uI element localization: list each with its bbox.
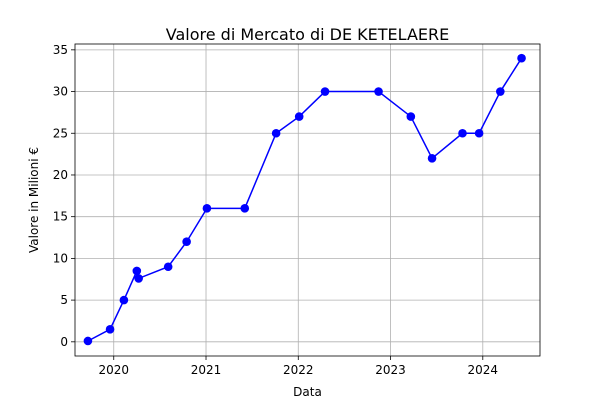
data-point (132, 266, 142, 276)
data-point (163, 262, 173, 272)
y-tick-label: 35 (53, 43, 68, 57)
y-tick-label: 30 (53, 85, 68, 99)
data-point (182, 237, 191, 247)
data-point (134, 274, 143, 283)
x-tick-label: 2022 (283, 363, 314, 377)
y-tick-label: 15 (53, 210, 68, 224)
x-tick-label: 2023 (375, 363, 406, 377)
y-axis: 0 5 10 15 20 25 30 35 (53, 43, 75, 349)
data-point (474, 128, 484, 138)
series-line (87, 57, 523, 342)
x-tick-label: 2024 (468, 363, 499, 377)
data-point (83, 336, 93, 346)
y-tick-label: 5 (60, 293, 68, 307)
data-point (517, 53, 526, 63)
x-tick-label: 2021 (191, 363, 222, 377)
chart-title: Valore di Mercato di DE KETELAERE (166, 25, 449, 44)
data-points (83, 53, 526, 346)
plot-area-frame (74, 43, 541, 357)
data-point (427, 153, 437, 163)
series-line-group (87, 57, 523, 342)
x-tick-label: 2020 (98, 363, 129, 377)
x-axis-label: Data (293, 385, 322, 399)
data-point (294, 112, 304, 121)
data-point (105, 325, 115, 334)
y-tick-label: 10 (53, 251, 68, 265)
data-point (119, 295, 129, 305)
data-point (406, 112, 416, 121)
data-point (320, 87, 330, 96)
y-tick-label: 20 (53, 168, 68, 182)
y-tick-label: 25 (53, 126, 68, 140)
x-axis: 2020 2021 2022 2023 2024 (98, 356, 498, 377)
data-point (271, 128, 281, 138)
grid (75, 44, 540, 356)
data-point (374, 87, 383, 96)
y-tick-label: 0 (60, 335, 68, 349)
data-point (496, 87, 505, 96)
y-axis-label: Valore in Milioni € (27, 147, 41, 253)
data-point (240, 204, 250, 213)
data-point (458, 128, 467, 138)
data-point (202, 204, 212, 213)
